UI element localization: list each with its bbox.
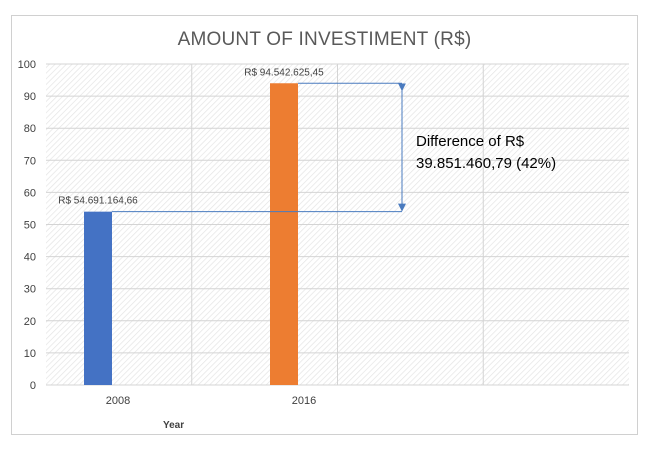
- difference-annotation: Difference of R$ 39.851.460,79 (42%): [112, 82, 556, 213]
- x-tick-label: 2016: [292, 395, 316, 407]
- x-axis-title: Year: [163, 420, 184, 431]
- y-tick-label: 90: [24, 91, 36, 103]
- bar-2008: [84, 211, 112, 385]
- y-tick-label: 50: [24, 220, 36, 232]
- annotation-line: 39.851.460,79 (42%): [416, 155, 556, 172]
- y-tick-label: 0: [30, 380, 36, 392]
- y-tick-label: 20: [24, 316, 36, 328]
- y-axis-ticks: 0 10 20 30 40 50 60 70 80 90 100: [18, 59, 36, 392]
- y-tick-label: 10: [24, 348, 36, 360]
- data-label: R$ 94.542.625,45: [244, 67, 324, 78]
- chart-title: AMOUNT OF INVESTIMENT (R$): [177, 29, 472, 50]
- data-labels: R$ 54.691.164,66 R$ 94.542.625,45: [58, 67, 324, 206]
- y-tick-label: 80: [24, 123, 36, 135]
- bars: [84, 83, 298, 385]
- y-tick-label: 40: [24, 252, 36, 264]
- x-tick-label: 2008: [106, 395, 130, 407]
- bar-2016: [270, 83, 298, 385]
- y-tick-label: 70: [24, 155, 36, 167]
- x-axis-ticks: 2008 2016: [106, 395, 316, 407]
- gridlines: [46, 63, 629, 386]
- data-label: R$ 54.691.164,66: [58, 196, 138, 207]
- y-tick-label: 100: [18, 59, 36, 71]
- annotation-line: Difference of R$: [416, 133, 525, 150]
- y-tick-label: 30: [24, 284, 36, 296]
- y-tick-label: 60: [24, 187, 36, 199]
